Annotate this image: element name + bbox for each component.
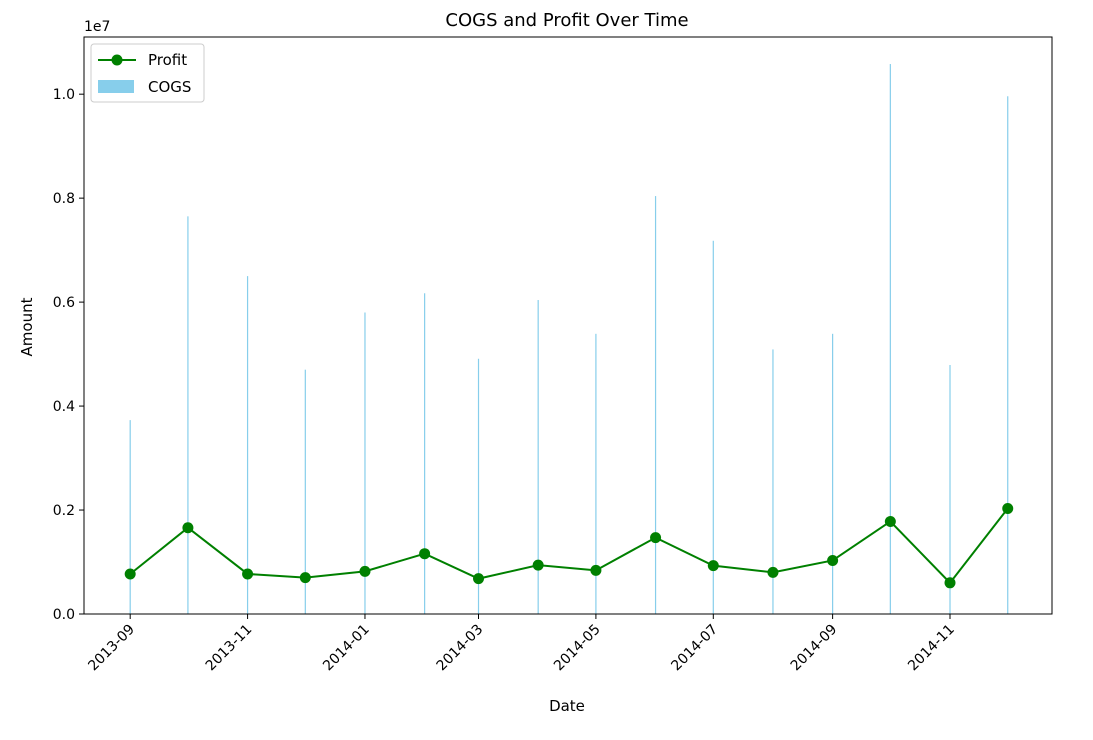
cogs-bar xyxy=(772,349,774,614)
profit-marker xyxy=(767,566,779,578)
profit-marker xyxy=(242,568,254,580)
legend: Profit COGS xyxy=(90,43,205,103)
y-tick-label: 0.4 xyxy=(53,399,75,415)
legend-profit-label: Profit xyxy=(148,51,187,69)
y-tick-label: 1.0 xyxy=(53,87,75,103)
cogs-bar xyxy=(537,300,539,614)
profit-marker xyxy=(419,548,431,560)
y-tick-label: 0.0 xyxy=(53,607,75,623)
cogs-bar xyxy=(424,293,426,614)
profit-series xyxy=(124,502,1014,589)
y-axis-ticks: 0.0 0.2 0.4 0.6 0.8 1.0 xyxy=(53,87,84,623)
profit-marker xyxy=(590,564,602,576)
profit-marker xyxy=(884,515,896,527)
profit-marker xyxy=(124,568,136,580)
profit-marker xyxy=(827,554,839,566)
legend-cogs-swatch xyxy=(98,80,134,93)
profit-line xyxy=(129,507,1009,585)
profit-marker xyxy=(299,572,311,584)
chart-title: COGS and Profit Over Time xyxy=(445,10,688,31)
cogs-bar xyxy=(364,312,366,614)
plot-frame xyxy=(83,36,1053,615)
x-tick-label: 2014-03 xyxy=(434,622,487,675)
profit-marker xyxy=(944,577,956,589)
x-tick-label: 2014-09 xyxy=(788,622,841,675)
x-tick-label: 2013-09 xyxy=(85,622,138,675)
cogs-bar xyxy=(949,365,951,614)
cogs-bar xyxy=(477,358,480,614)
y-tick-label: 0.8 xyxy=(53,191,75,207)
x-axis-ticks: 2013-09 2013-11 2014-01 2014-03 2014-05 2014-… xyxy=(85,614,958,675)
x-tick-label: 2014-07 xyxy=(668,622,721,675)
cogs-bar xyxy=(187,216,189,615)
cogs-bar xyxy=(832,333,834,614)
cogs-bar xyxy=(129,420,131,614)
y-tick-label: 0.6 xyxy=(53,295,75,311)
legend-profit-marker xyxy=(111,54,123,66)
profit-marker xyxy=(473,573,485,585)
x-tick-label: 2013-11 xyxy=(203,622,256,675)
legend-cogs-label: COGS xyxy=(148,78,191,96)
cogs-bar xyxy=(654,196,657,614)
profit-marker xyxy=(359,565,371,577)
profit-marker xyxy=(532,559,544,571)
x-axis-label: Date xyxy=(549,697,585,715)
cogs-bar xyxy=(1007,96,1009,614)
y-offset-label: 1e7 xyxy=(84,19,110,35)
x-tick-label: 2014-05 xyxy=(551,622,604,675)
profit-marker xyxy=(707,560,719,572)
cogs-bar xyxy=(712,240,714,615)
cogs-bar xyxy=(246,276,249,614)
cogs-bars xyxy=(129,64,1009,615)
profit-marker xyxy=(1002,502,1014,514)
x-tick-label: 2014-11 xyxy=(905,622,958,675)
profit-marker xyxy=(650,532,662,544)
cogs-bar xyxy=(889,64,891,614)
cogs-bar xyxy=(595,333,597,614)
y-tick-label: 0.2 xyxy=(53,503,75,519)
y-axis-label: Amount xyxy=(18,297,36,356)
profit-marker xyxy=(182,522,194,534)
cogs-bar xyxy=(304,369,306,614)
x-tick-label: 2014-01 xyxy=(320,622,373,675)
